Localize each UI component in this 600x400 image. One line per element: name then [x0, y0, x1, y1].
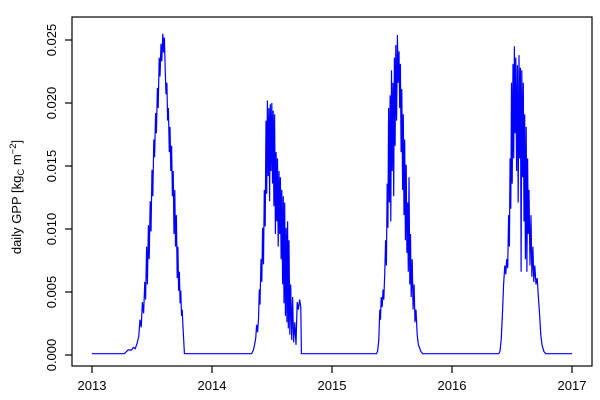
y-axis-title: daily GPP [kgC m−2]: [8, 140, 27, 254]
gpp-daily-line-series: [92, 33, 572, 355]
x-tick-label-2016: 2016: [438, 378, 467, 393]
y-tick-label-0005: 0.005: [44, 276, 59, 309]
x-tick-label-2014: 2014: [198, 378, 227, 393]
x-tick-label-2013: 2013: [78, 378, 107, 393]
y-axis-title-mid: m: [9, 154, 24, 168]
y-tick-label-0000: 0.000: [44, 339, 59, 372]
y-tick-label-0010: 0.010: [44, 213, 59, 246]
y-axis-title-suffix: ]: [9, 140, 24, 144]
y-tick-label-0025: 0.025: [44, 24, 59, 57]
y-tick-label-0020: 0.020: [44, 87, 59, 120]
y-axis-title-subscript: C: [16, 169, 27, 176]
x-tick-label-2017: 2017: [558, 378, 587, 393]
x-tick-label-2015: 2015: [318, 378, 347, 393]
y-axis-title-superscript: −2: [8, 143, 19, 154]
y-tick-label-0015: 0.015: [44, 150, 59, 183]
y-axis-title-prefix: daily GPP [kg: [9, 176, 24, 255]
